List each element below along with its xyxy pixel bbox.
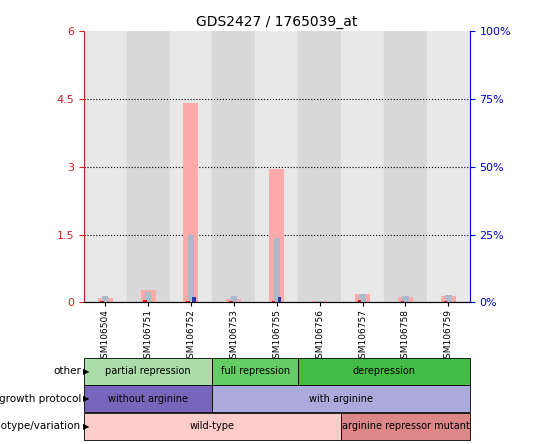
Text: without arginine: without arginine	[108, 394, 188, 404]
Text: growth protocol: growth protocol	[0, 394, 81, 404]
Bar	[402, 296, 409, 302]
Bar	[355, 294, 370, 302]
Text: derepression: derepression	[353, 366, 415, 376]
Bar	[145, 293, 151, 302]
Bar	[272, 301, 275, 302]
Bar	[427, 31, 470, 302]
Bar	[150, 301, 153, 302]
Bar	[445, 295, 451, 302]
Text: other: other	[53, 366, 81, 376]
Bar	[444, 301, 447, 302]
Bar	[188, 234, 194, 302]
Bar	[384, 31, 427, 302]
Text: ▶: ▶	[83, 422, 89, 431]
Bar	[98, 298, 113, 302]
Text: genotype/variation: genotype/variation	[0, 421, 81, 431]
Bar	[229, 301, 233, 302]
Bar	[274, 238, 280, 302]
Text: wild-type: wild-type	[190, 421, 235, 431]
Text: ▶: ▶	[83, 394, 89, 403]
Bar	[231, 296, 237, 302]
Bar	[316, 301, 323, 302]
Bar	[143, 300, 147, 302]
Bar	[100, 301, 104, 302]
Title: GDS2427 / 1765039_at: GDS2427 / 1765039_at	[196, 15, 357, 29]
Bar	[398, 297, 413, 302]
Text: arginine repressor mutant: arginine repressor mutant	[341, 421, 469, 431]
Text: partial repression: partial repression	[105, 366, 191, 376]
Text: ▶: ▶	[83, 367, 89, 376]
Bar	[359, 294, 366, 302]
Bar	[140, 289, 156, 302]
Bar	[192, 297, 195, 302]
Bar	[298, 31, 341, 302]
Bar	[126, 31, 170, 302]
Bar	[84, 31, 126, 302]
Bar	[184, 103, 199, 302]
Bar	[255, 31, 298, 302]
Bar	[170, 31, 212, 302]
Bar	[358, 300, 361, 302]
Bar	[269, 169, 284, 302]
Bar	[186, 301, 190, 302]
Bar	[401, 301, 404, 302]
Bar	[441, 296, 456, 302]
Bar	[341, 31, 384, 302]
Text: with arginine: with arginine	[309, 394, 373, 404]
Bar	[278, 297, 281, 302]
Bar	[226, 299, 241, 302]
Text: full repression: full repression	[221, 366, 290, 376]
Bar	[102, 296, 109, 302]
Bar	[212, 31, 255, 302]
Bar	[312, 301, 327, 302]
